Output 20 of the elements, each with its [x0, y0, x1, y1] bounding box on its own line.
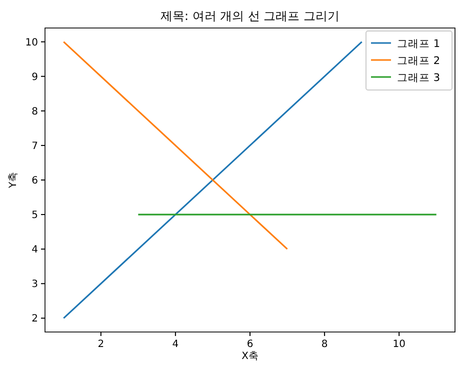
- y-tick-label: 10: [25, 37, 38, 48]
- legend-label: 그래프 3: [397, 72, 440, 84]
- y-tick-label: 6: [32, 176, 38, 186]
- y-tick-label: 4: [32, 244, 38, 256]
- x-axis-title: X축: [242, 351, 258, 362]
- x-tick-label: 10: [392, 339, 406, 350]
- y-tick-label: 8: [32, 106, 38, 118]
- x-tick-label: 2: [98, 339, 104, 350]
- y-tick-label: 9: [32, 72, 38, 83]
- legend-label: 그래프 1: [397, 38, 440, 50]
- y-tick-label: 2: [32, 314, 38, 325]
- legend-label: 그래프 2: [397, 55, 440, 67]
- x-tick-label: 4: [172, 339, 179, 350]
- chart-title: 제목: 여러 개의 선 그래프 그리기: [160, 9, 340, 23]
- y-tick-label: 5: [32, 210, 38, 222]
- y-tick-label: 7: [32, 140, 38, 152]
- x-tick-label: 8: [321, 339, 328, 350]
- y-tick-label: 3: [32, 279, 38, 290]
- x-tick-label: 6: [246, 339, 254, 350]
- y-axis-title: Y축: [8, 172, 19, 190]
